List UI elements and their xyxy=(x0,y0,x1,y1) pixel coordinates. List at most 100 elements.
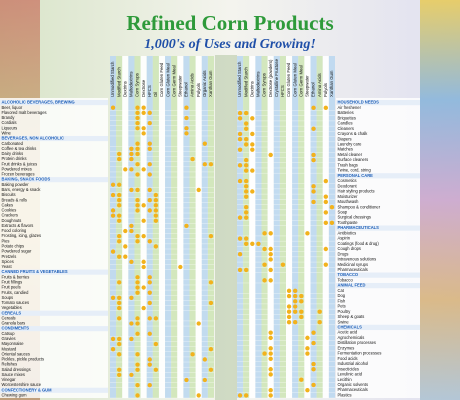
subtitle: 1,000's of Uses and Growing! xyxy=(144,37,316,52)
usage-dot xyxy=(117,218,122,223)
usage-dot xyxy=(208,162,214,167)
usage-dot xyxy=(184,377,189,383)
column-stripe xyxy=(116,56,123,398)
usage-dot xyxy=(243,236,249,241)
usage-dot xyxy=(286,304,292,309)
usage-dot xyxy=(135,239,140,244)
column-header: Corn Gluten Feed xyxy=(159,62,164,97)
row-label: Fruit peels xyxy=(2,285,21,290)
usage-dot xyxy=(250,116,255,121)
usage-dot xyxy=(237,163,243,168)
row-label: Pies xyxy=(2,238,10,243)
usage-dot xyxy=(135,141,140,146)
row-label: Plastics xyxy=(338,392,352,397)
column-header: Amino Acids xyxy=(317,73,322,97)
column-stripe xyxy=(237,56,244,398)
column-header: Corn Gluten Feed xyxy=(286,62,291,97)
usage-dot xyxy=(184,105,189,110)
usage-dot xyxy=(292,304,298,309)
usage-dot xyxy=(117,280,122,285)
usage-dot xyxy=(286,293,292,299)
usage-dot xyxy=(292,288,298,294)
usage-dot xyxy=(141,233,146,239)
usage-dot xyxy=(323,178,329,184)
usage-dot xyxy=(250,142,255,147)
row-label: Cereals xyxy=(2,315,16,320)
usage-dot xyxy=(262,351,267,356)
usage-dot xyxy=(135,382,140,388)
usage-dot xyxy=(147,362,152,367)
row-label: Candles xyxy=(338,121,353,126)
column-stripe xyxy=(273,56,280,398)
usage-dot xyxy=(147,162,152,167)
usage-dot xyxy=(129,187,134,193)
column-stripe xyxy=(140,56,147,398)
row-label: Food coloring xyxy=(2,228,28,233)
column-header: Corn Syrups xyxy=(262,73,267,97)
row-label: Batteries xyxy=(338,110,354,115)
usage-dot xyxy=(147,300,152,306)
usage-dot xyxy=(117,233,122,239)
usage-dot xyxy=(280,262,286,267)
usage-dot xyxy=(141,110,146,116)
usage-dot xyxy=(237,252,243,257)
row-label: Trash bags xyxy=(338,162,358,167)
usage-dot xyxy=(243,204,249,210)
usage-dot xyxy=(117,336,122,342)
usage-dot xyxy=(135,162,140,167)
section-label: CHEMICALS xyxy=(338,324,363,329)
column-header: Xanthan Gum xyxy=(329,70,334,97)
usage-dot xyxy=(153,192,159,198)
usage-dot xyxy=(311,330,316,335)
row-label: Extracts & flavors xyxy=(2,223,34,228)
row-label: Laundry care xyxy=(338,142,363,147)
usage-dot xyxy=(129,372,134,378)
row-label: Chewing gum xyxy=(2,393,28,398)
usage-dot xyxy=(323,199,329,205)
row-label: Mouthwash xyxy=(338,199,360,204)
usage-dot xyxy=(135,110,140,116)
section-band xyxy=(336,282,420,289)
column-stripe xyxy=(267,56,274,398)
usage-dot xyxy=(135,285,140,290)
column-header: Ethanol xyxy=(184,82,189,97)
column-header: Corn Gluten Meal xyxy=(165,63,170,97)
section-label: HOUSEHOLD NEEDS xyxy=(338,100,380,105)
usage-dot xyxy=(268,387,273,393)
photo-strip-middle xyxy=(215,55,237,400)
row-label: Spices xyxy=(2,259,14,264)
section-band xyxy=(336,225,420,231)
row-label: Swine xyxy=(338,319,350,324)
usage-dot xyxy=(196,321,201,326)
column-stripe xyxy=(286,56,293,398)
usage-dot xyxy=(135,393,140,398)
row-label: Metal cleaner xyxy=(338,152,363,157)
section-label: PHARMACEUTICALS xyxy=(338,225,380,230)
usage-dot xyxy=(153,341,159,347)
usage-dot xyxy=(153,213,159,218)
section-label: CONFECTIONERY & GUM xyxy=(2,387,53,392)
column-stripe xyxy=(310,56,317,398)
usage-dot xyxy=(268,351,273,356)
row-label: Lecithin xyxy=(338,377,353,382)
usage-dot xyxy=(123,244,128,249)
section-label: BEVERAGES, NON ALCOHOLIC xyxy=(2,136,64,141)
row-label: Drugs xyxy=(338,251,349,256)
usage-dot xyxy=(292,319,298,325)
row-label: Baking powder xyxy=(2,182,30,187)
column-stripe xyxy=(195,56,202,398)
row-label: Pharmaceuticals xyxy=(338,387,368,392)
row-label: Liqueurs xyxy=(2,125,18,130)
row-label: Tomato sauces xyxy=(2,300,30,305)
section-band xyxy=(0,310,108,316)
column-header: Corn Gluten Meal xyxy=(292,63,297,97)
usage-dot xyxy=(135,362,140,367)
row-label: Cough drops xyxy=(338,246,361,251)
usage-dot xyxy=(135,233,140,239)
usage-dot xyxy=(268,330,273,335)
row-label: Shampoo & conditioner xyxy=(338,204,381,209)
section-label: ANIMAL FEED xyxy=(338,283,366,288)
row-label: Air freshener xyxy=(338,105,362,110)
usage-dot xyxy=(305,351,310,356)
